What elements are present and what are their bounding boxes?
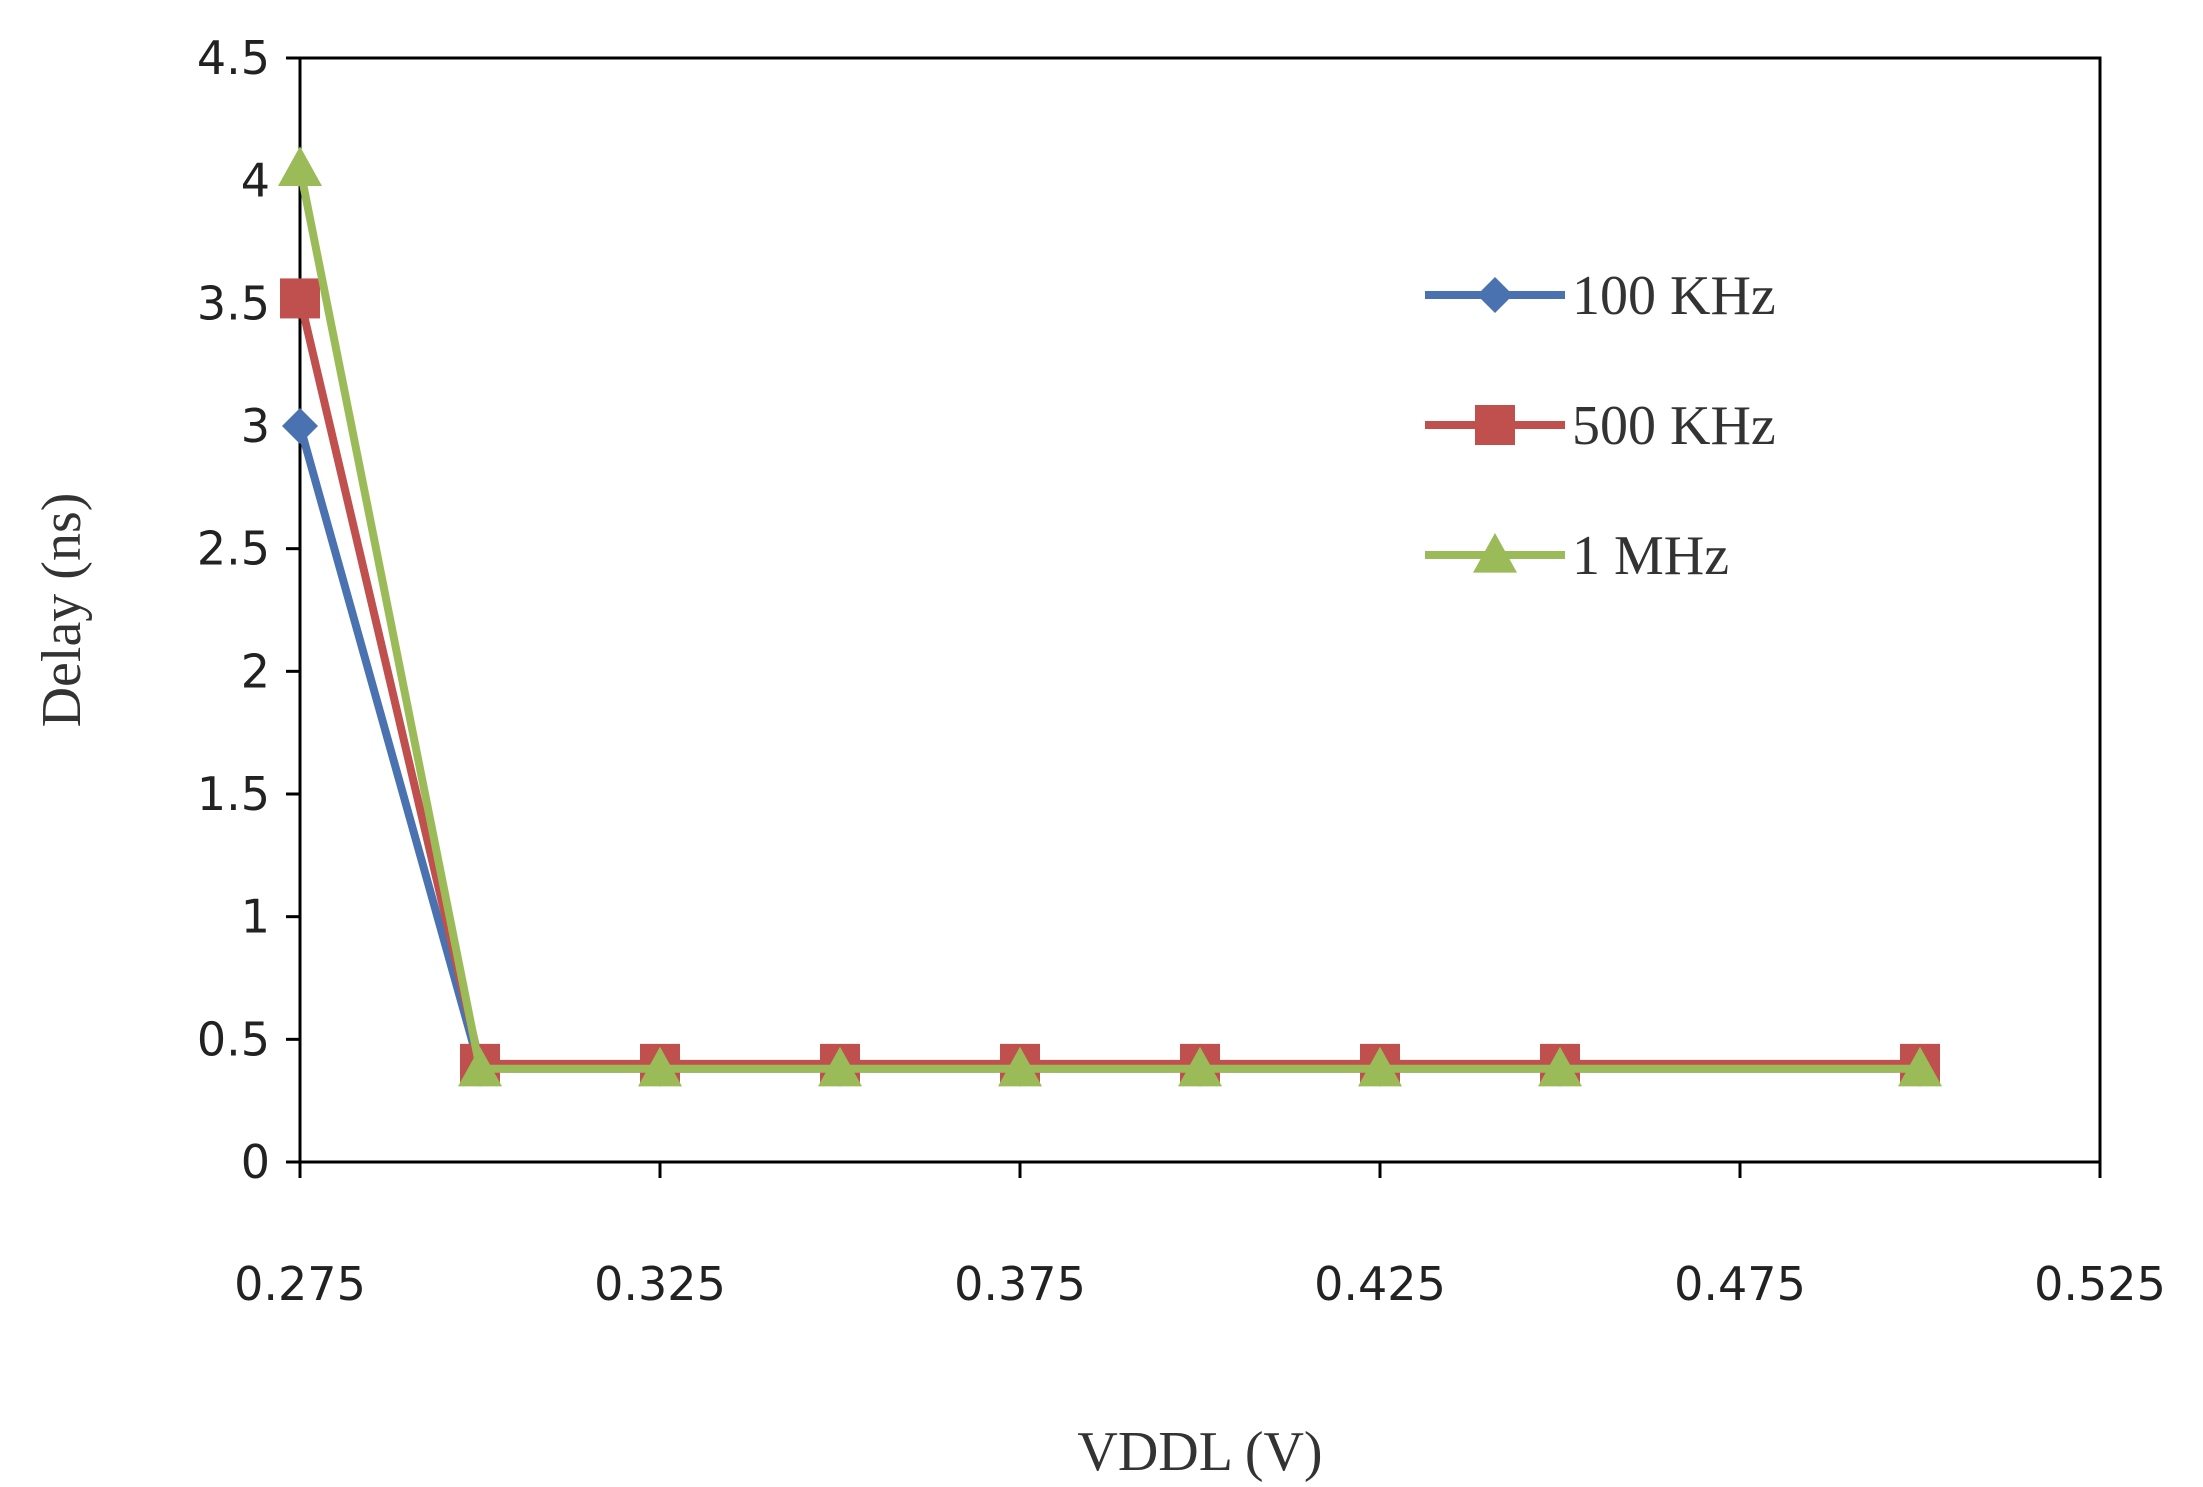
legend-item: 1 MHz	[1425, 525, 1729, 587]
data-point	[638, 1046, 682, 1087]
x-tick-label: 0.325	[594, 1257, 726, 1311]
y-tick-label: 4.5	[197, 31, 270, 85]
legend-marker	[1475, 405, 1515, 445]
x-tick-label: 0.525	[2034, 1257, 2166, 1311]
data-point	[1178, 1046, 1222, 1087]
legend-marker	[1477, 277, 1513, 313]
plot-area-border	[298, 56, 2102, 1164]
x-tick-label: 0.375	[954, 1257, 1086, 1311]
data-point	[282, 408, 318, 444]
legend-label: 500 KHz	[1572, 395, 1776, 457]
y-axis-title: Delay (ns)	[31, 493, 93, 728]
y-tick-label: 4	[241, 154, 270, 208]
legend-item: 100 KHz	[1425, 265, 1776, 327]
y-tick-label: 1.5	[197, 767, 270, 821]
series-triangle	[278, 146, 1942, 1087]
series-layer	[278, 146, 1942, 1087]
y-tick-label: 3	[241, 399, 270, 453]
data-point	[998, 1046, 1042, 1087]
legend: 100 KHz 500 KHz 1 MHz	[1425, 265, 1776, 587]
legend-label: 100 KHz	[1572, 265, 1776, 327]
legend-label: 1 MHz	[1572, 525, 1729, 587]
y-tick-label: 3.5	[197, 276, 270, 330]
data-point	[278, 146, 322, 186]
x-tick-label: 0.475	[1674, 1257, 1806, 1311]
y-tick-label: 1	[241, 890, 270, 944]
data-point	[1898, 1046, 1942, 1087]
x-axis-title: VDDL (V)	[1077, 1421, 1322, 1483]
x-tick-label: 0.275	[234, 1257, 366, 1311]
y-axis: 0 0.5 1 1.5 2 2.5 3 3.5 4 4.5	[197, 31, 300, 1189]
legend-item: 500 KHz	[1425, 395, 1776, 457]
legend-marker	[1473, 533, 1517, 573]
data-point	[458, 1046, 502, 1087]
y-tick-label: 0.5	[197, 1012, 270, 1066]
data-point	[280, 278, 320, 319]
y-tick-label: 0	[241, 1135, 270, 1189]
x-tick-label: 0.425	[1314, 1257, 1446, 1311]
data-point	[1538, 1046, 1582, 1087]
data-point	[818, 1046, 862, 1087]
data-point	[1358, 1046, 1402, 1087]
y-tick-label: 2.5	[197, 522, 270, 576]
y-tick-label: 2	[241, 644, 270, 698]
x-axis: 0.275 0.325 0.375 0.425 0.475 0.525	[234, 1162, 2166, 1311]
